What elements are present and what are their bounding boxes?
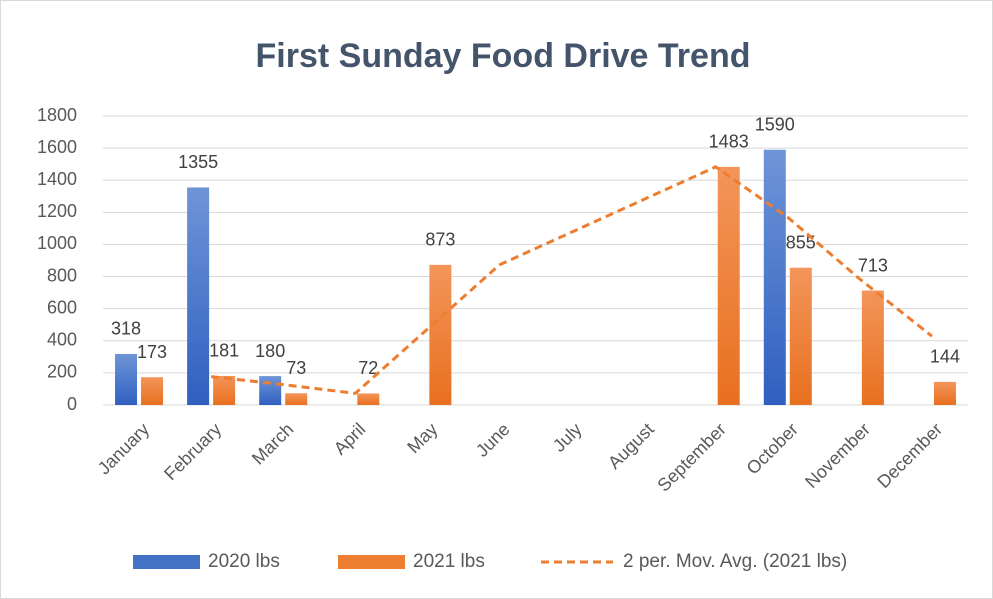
bar bbox=[213, 375, 236, 405]
trend-line bbox=[210, 165, 933, 395]
y-tick-label: 1600 bbox=[37, 137, 77, 157]
bar bbox=[357, 393, 380, 405]
legend-label: 2021 lbs bbox=[413, 551, 485, 572]
legend-swatch bbox=[133, 555, 200, 569]
y-tick-label: 400 bbox=[47, 330, 77, 350]
bar bbox=[429, 264, 452, 405]
bar bbox=[717, 166, 740, 405]
data-label: 855 bbox=[786, 232, 816, 252]
bar bbox=[763, 149, 786, 405]
bar bbox=[259, 376, 282, 405]
bar bbox=[187, 187, 210, 405]
data-label: 144 bbox=[930, 347, 960, 367]
data-label: 173 bbox=[137, 342, 167, 362]
y-tick-label: 1200 bbox=[37, 201, 77, 221]
legend-swatch bbox=[338, 555, 405, 569]
y-tick-label: 600 bbox=[47, 297, 77, 317]
data-label: 318 bbox=[111, 319, 141, 339]
y-tick-label: 1400 bbox=[37, 169, 77, 189]
legend-label: 2020 lbs bbox=[208, 551, 280, 572]
y-tick-label: 800 bbox=[47, 265, 77, 285]
data-label: 873 bbox=[425, 230, 455, 250]
y-tick-label: 1800 bbox=[37, 105, 77, 125]
bar bbox=[285, 393, 308, 405]
data-label: 180 bbox=[255, 341, 285, 361]
data-label: 1483 bbox=[709, 132, 749, 152]
chart-title: First Sunday Food Drive Trend bbox=[256, 37, 751, 75]
data-label: 73 bbox=[286, 358, 306, 378]
data-label: 72 bbox=[358, 358, 378, 378]
y-tick-label: 1000 bbox=[37, 233, 77, 253]
bar bbox=[933, 381, 956, 405]
bar bbox=[141, 377, 164, 405]
legend-label: 2 per. Mov. Avg. (2021 lbs) bbox=[623, 551, 847, 572]
y-tick-label: 200 bbox=[47, 362, 77, 382]
data-label: 1355 bbox=[178, 152, 218, 172]
bar bbox=[789, 267, 812, 405]
data-label: 713 bbox=[858, 255, 888, 275]
y-tick-label: 0 bbox=[67, 394, 77, 414]
bar bbox=[115, 353, 138, 405]
bar bbox=[861, 290, 884, 405]
data-label: 1590 bbox=[755, 114, 795, 134]
data-label: 181 bbox=[209, 341, 239, 361]
